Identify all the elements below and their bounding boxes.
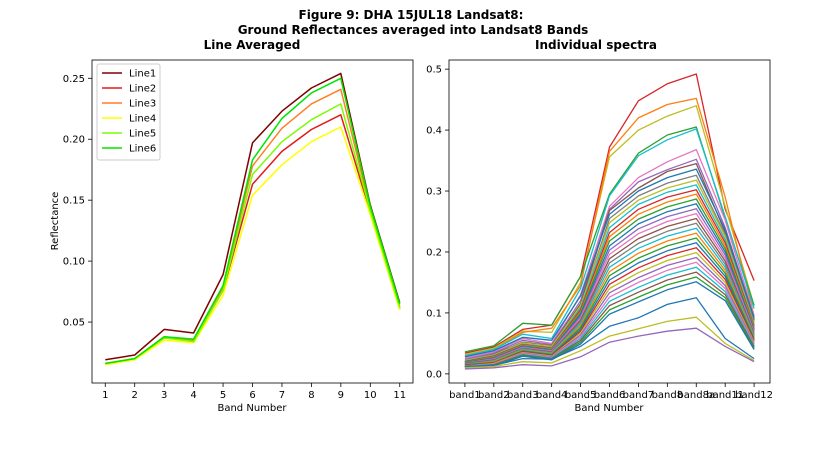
figure-title-line1: Figure 9: DHA 15JUL18 Landsat8: — [299, 8, 524, 22]
left-y-tick-label: 0.10 — [63, 257, 85, 268]
left-y-tick-label: 0.05 — [63, 318, 85, 329]
spectrum-line-2 — [464, 105, 755, 356]
right-axes-frame — [448, 59, 771, 384]
legend-label-3: Line3 — [129, 99, 156, 110]
right-y-tick-label: 0.4 — [426, 126, 442, 137]
legend-label-2: Line2 — [129, 84, 156, 95]
spectrum-line-9 — [464, 168, 755, 358]
left-x-tick-label: 10 — [364, 390, 377, 401]
spectrum-line-35 — [464, 327, 755, 370]
legend-label-6: Line6 — [129, 144, 156, 155]
right-y-tick-label: 0.3 — [426, 187, 442, 198]
spectrum-line-33 — [464, 297, 755, 368]
left-y-tick-label: 0.15 — [63, 196, 85, 207]
right-x-tick-label: band3 — [507, 390, 539, 401]
left-x-tick-label: 8 — [308, 390, 314, 401]
left-x-axis-label: Band Number — [217, 403, 287, 414]
spectrum-line-1 — [464, 73, 755, 354]
right-y-tick-label: 0.5 — [426, 65, 442, 76]
right-x-tick-label: band2 — [478, 390, 510, 401]
spectrum-line-11 — [464, 179, 755, 362]
right-x-tick-label: band5 — [565, 390, 597, 401]
right-x-axis-label: Band Number — [574, 403, 644, 414]
right-x-tick-label: band11 — [706, 390, 744, 401]
left-x-tick-label: 5 — [220, 390, 226, 401]
right-chart-title: Individual spectra — [535, 38, 657, 52]
spectrum-line-5 — [464, 128, 755, 357]
spectrum-line-3 — [464, 97, 755, 357]
spectrum-line-32 — [464, 281, 755, 369]
legend-label-5: Line5 — [129, 129, 156, 140]
line-averaged-panel: Line Averaged 0.05 0.10 0.15 0.20 0.25 1 2 3 4 5 6… — [50, 38, 414, 414]
left-x-tick-label: 9 — [338, 390, 344, 401]
left-y-tick-label: 0.25 — [63, 74, 85, 85]
left-plot-area: 0.05 0.10 0.15 0.20 0.25 1 2 3 4 5 6 7 8 9 10 11 — [63, 59, 414, 401]
right-plot-area: 0.00.10.20.30.40.5band1band2band3band4ba… — [426, 59, 773, 401]
legend-label-4: Line4 — [129, 114, 156, 125]
left-x-tick-label: 3 — [161, 390, 167, 401]
right-x-tick-label: band6 — [594, 390, 626, 401]
right-x-tick-label: band12 — [735, 390, 773, 401]
left-axes-frame — [91, 59, 414, 384]
right-x-tick-label: band4 — [536, 390, 568, 401]
left-series-line-4 — [105, 126, 401, 366]
spectrum-line-7 — [464, 158, 755, 360]
left-x-tick-label: 2 — [132, 390, 138, 401]
right-x-tick-label: band8 — [652, 390, 684, 401]
right-y-tick-label: 0.0 — [426, 369, 442, 380]
left-x-tick-label: 1 — [102, 390, 108, 401]
right-x-tick-label: band1 — [449, 390, 481, 401]
right-y-tick-label: 0.2 — [426, 247, 442, 258]
left-chart-title: Line Averaged — [204, 38, 301, 52]
right-y-tick-label: 0.1 — [426, 308, 442, 319]
right-x-tick-label: band8a — [677, 390, 715, 401]
left-x-tick-label: 7 — [279, 390, 285, 401]
left-series-line-1 — [105, 72, 401, 361]
left-series-line-6 — [105, 77, 401, 365]
spectrum-line-34 — [464, 316, 755, 369]
left-x-tick-label: 11 — [393, 390, 406, 401]
left-x-tick-label: 6 — [249, 390, 255, 401]
left-y-axis-label: Reflectance — [50, 192, 61, 251]
figure-title-line2: Ground Reflectances averaged into Landsa… — [238, 23, 589, 37]
left-legend: Line1 Line2 Line3 Line4 Line5 Line6 — [96, 63, 161, 161]
legend-label-1: Line1 — [129, 69, 156, 80]
left-y-tick-label: 0.20 — [63, 135, 85, 146]
right-x-tick-label: band7 — [623, 390, 655, 401]
individual-spectra-panel: Individual spectra 0.0 0.1 0.2 0.3 0.4 0.5 ban… — [426, 38, 773, 414]
spectrum-line-6 — [464, 148, 755, 359]
left-x-tick-label: 4 — [190, 390, 196, 401]
